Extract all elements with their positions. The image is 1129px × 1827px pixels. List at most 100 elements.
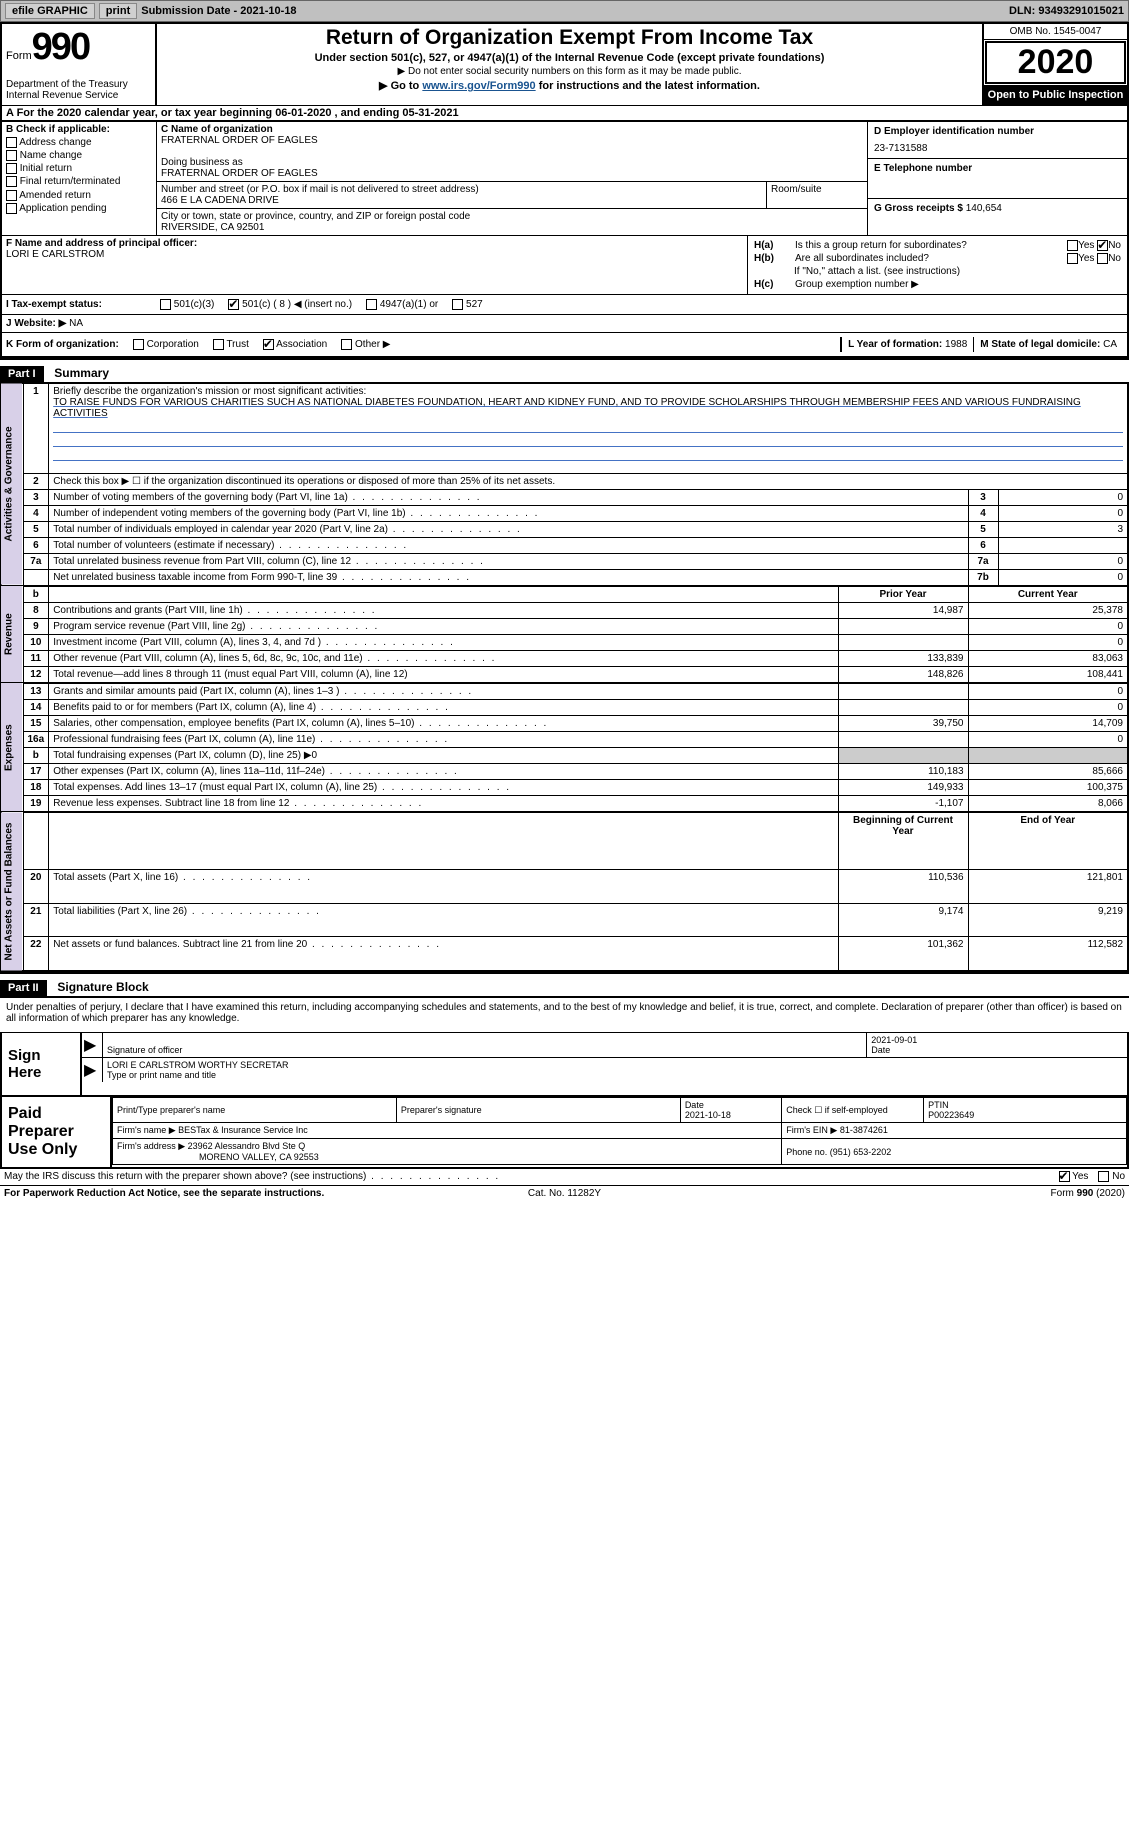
prep-sig-label: Preparer's signature (396, 1098, 680, 1123)
line-12: Total revenue—add lines 8 through 11 (mu… (49, 666, 838, 683)
line-3: Number of voting members of the governin… (49, 489, 968, 505)
org-type-row: K Form of organization: Corporation Trus… (0, 332, 1129, 358)
efile-badge: efile GRAPHIC (5, 3, 95, 19)
summary-table: Activities & Governance 1 Briefly descri… (0, 382, 1129, 972)
irs-link[interactable]: www.irs.gov/Form990 (422, 80, 535, 92)
line-16b: Total fundraising expenses (Part IX, col… (49, 747, 838, 763)
print-button[interactable]: print (99, 3, 137, 19)
opt-trust[interactable]: Trust (213, 339, 249, 350)
addr: 466 E LA CADENA DRIVE (161, 195, 762, 206)
dept-label: Department of the Treasury Internal Reve… (6, 79, 151, 101)
line-16a: Professional fundraising fees (Part IX, … (49, 731, 838, 747)
phone-label: E Telephone number (874, 163, 1121, 174)
line-15: Salaries, other compensation, employee b… (49, 715, 838, 731)
tax-year: 2020 (985, 41, 1126, 84)
opt-501c3[interactable]: 501(c)(3) (160, 299, 214, 310)
opt-4947[interactable]: 4947(a)(1) or (366, 299, 438, 310)
opt-initial-return[interactable]: Initial return (6, 163, 152, 174)
part-ii-header: Part II (0, 980, 47, 996)
part-i-title: Summary (46, 364, 117, 382)
mission-label: Briefly describe the organization's miss… (53, 386, 1123, 397)
note-link: ▶ Go to www.irs.gov/Form990 for instruct… (161, 79, 978, 92)
firm-ein: 81-3874261 (840, 1125, 888, 1135)
firm-name: BESTax & Insurance Service Inc (178, 1125, 308, 1135)
line-10: Investment income (Part VIII, column (A)… (49, 634, 838, 650)
line-13: Grants and similar amounts paid (Part IX… (49, 683, 838, 700)
discuss-yes[interactable]: Yes (1059, 1171, 1089, 1182)
opt-address-change[interactable]: Address change (6, 137, 152, 148)
col-end-year: End of Year (968, 812, 1128, 870)
year-formation: 1988 (945, 339, 967, 350)
paid-preparer-label: Paid Preparer Use Only (2, 1097, 112, 1167)
opt-name-change[interactable]: Name change (6, 150, 152, 161)
prep-name-label: Print/Type preparer's name (113, 1098, 397, 1123)
omb-number: OMB No. 1545-0047 (984, 24, 1127, 40)
sig-declaration: Under penalties of perjury, I declare th… (0, 996, 1129, 1028)
city: RIVERSIDE, CA 92501 (161, 222, 863, 233)
form-number: 990 (32, 26, 89, 68)
sig-name: LORI E CARLSTROM WORTHY SECRETAR (107, 1060, 1123, 1070)
sidebar-expenses: Expenses (1, 683, 23, 812)
sig-officer-label: Signature of officer (107, 1045, 182, 1055)
info-block: B Check if applicable: Address change Na… (0, 120, 1129, 235)
firm-addr-label: Firm's address ▶ (117, 1141, 188, 1151)
state-domicile: CA (1103, 339, 1117, 350)
form-subtitle: Under section 501(c), 527, or 4947(a)(1)… (161, 52, 978, 64)
opt-amended-return[interactable]: Amended return (6, 190, 152, 201)
line-19: Revenue less expenses. Subtract line 18 … (49, 795, 838, 812)
efile-header: efile GRAPHIC print Submission Date - 20… (0, 0, 1129, 22)
line-9: Program service revenue (Part VIII, line… (49, 618, 838, 634)
sign-here-label: Sign Here (2, 1033, 82, 1095)
line-5: Total number of individuals employed in … (49, 521, 968, 537)
line-8: Contributions and grants (Part VIII, lin… (49, 602, 838, 618)
city-label: City or town, state or province, country… (161, 211, 863, 222)
opt-final-return[interactable]: Final return/terminated (6, 176, 152, 187)
preparer-block: Paid Preparer Use Only Print/Type prepar… (0, 1097, 1129, 1169)
sig-date-val: 2021-09-01 (871, 1035, 1123, 1045)
discuss-question: May the IRS discuss this return with the… (4, 1171, 1059, 1182)
org-type-label: K Form of organization: (6, 339, 119, 350)
gross: 140,654 (966, 203, 1002, 214)
line-2: Check this box ▶ ☐ if the organization d… (49, 473, 1128, 489)
col-current-year: Current Year (968, 586, 1128, 603)
submission-date: Submission Date - 2021-10-18 (141, 5, 296, 17)
dba: FRATERNAL ORDER OF EAGLES (161, 168, 863, 179)
prep-date-label: Date (685, 1100, 704, 1110)
line-14: Benefits paid to or for members (Part IX… (49, 699, 838, 715)
check-self-employed[interactable]: Check ☐ if self-employed (782, 1098, 924, 1123)
year-formation-label: L Year of formation: (848, 339, 945, 350)
website-row: J Website: ▶ NA (0, 314, 1129, 332)
website-val: NA (66, 318, 83, 329)
opt-501c[interactable]: 501(c) ( 8 ) ◀ (insert no.) (228, 299, 352, 310)
opt-corp[interactable]: Corporation (133, 339, 199, 350)
org-name: FRATERNAL ORDER OF EAGLES (161, 135, 863, 146)
ein-label: D Employer identification number (874, 126, 1121, 137)
line-6: Total number of volunteers (estimate if … (49, 537, 968, 553)
prep-date: 2021-10-18 (685, 1110, 731, 1120)
dba-label: Doing business as (161, 157, 863, 168)
cat-number: Cat. No. 11282Y (378, 1188, 752, 1199)
hb-label: Are all subordinates included? (795, 253, 929, 264)
opt-assoc[interactable]: Association (263, 339, 327, 350)
dln: DLN: 93493291015021 (1009, 5, 1124, 17)
officer-name: LORI E CARLSTROM (6, 249, 743, 260)
phone (874, 174, 1121, 194)
line-20: Total assets (Part X, line 16) (49, 870, 838, 904)
line-7b: Net unrelated business taxable income fr… (49, 569, 968, 586)
line-7a: Total unrelated business revenue from Pa… (49, 553, 968, 569)
line-11: Other revenue (Part VIII, column (A), li… (49, 650, 838, 666)
section-b-header: B Check if applicable: (6, 124, 152, 135)
hb-note: If "No," attach a list. (see instruction… (794, 266, 960, 277)
addr-label: Number and street (or P.O. box if mail i… (161, 184, 762, 195)
line-22: Net assets or fund balances. Subtract li… (49, 937, 838, 972)
opt-other[interactable]: Other ▶ (341, 339, 390, 350)
note-ssn: ▶ Do not enter social security numbers o… (161, 66, 978, 77)
form-label: Form (6, 50, 32, 62)
sidebar-governance: Activities & Governance (1, 383, 23, 586)
part-i-header: Part I (0, 366, 44, 382)
discuss-no[interactable]: No (1098, 1171, 1125, 1182)
form-footer: Form 990 (2020) (751, 1188, 1125, 1199)
opt-527[interactable]: 527 (452, 299, 482, 310)
sidebar-net-assets: Net Assets or Fund Balances (1, 812, 23, 972)
opt-application-pending[interactable]: Application pending (6, 203, 152, 214)
